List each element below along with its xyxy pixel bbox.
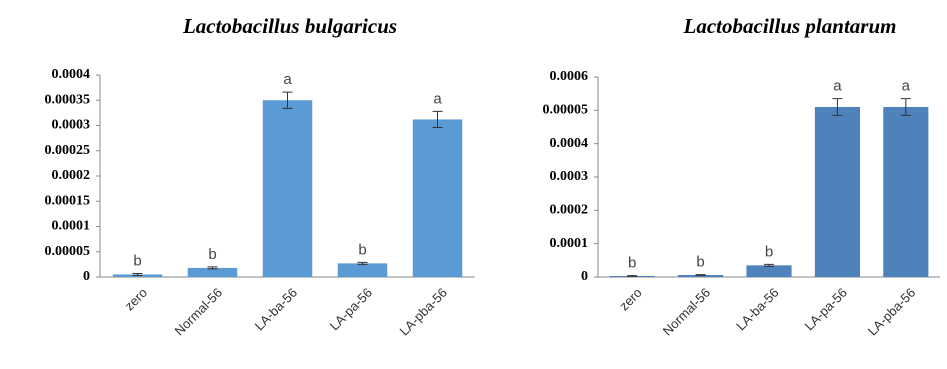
significance-label: a [433, 90, 442, 107]
y-tick-label: 0.0006 [550, 69, 589, 84]
x-tick-label: LA-pba-56 [865, 285, 919, 339]
bar [187, 267, 238, 277]
error-bar [695, 274, 706, 276]
y-tick-label: 0.0004 [550, 136, 589, 151]
bar [814, 107, 860, 277]
y-tick-label: 0.00035 [45, 92, 91, 107]
x-tick-label: LA-ba-56 [733, 285, 781, 333]
x-tick-label: Normal-56 [172, 285, 226, 339]
bar [678, 275, 724, 277]
significance-label: a [902, 78, 911, 95]
significance-label: b [765, 243, 773, 260]
error-bar [357, 261, 368, 265]
x-tick-label: Normal-56 [660, 285, 714, 339]
error-bar [627, 275, 638, 277]
bar [262, 100, 313, 277]
x-tick-label: zero [122, 285, 150, 313]
significance-label: a [833, 78, 842, 95]
significance-label: b [208, 246, 216, 263]
error-bar [432, 110, 443, 129]
y-tick-label: 0.0003 [52, 118, 91, 133]
x-tick-label: LA-pba-56 [397, 285, 451, 339]
error-bar [832, 98, 843, 116]
y-tick-label: 0.00025 [45, 143, 91, 158]
x-tick-label: LA-pa-56 [327, 285, 375, 333]
chart-title: Lactobacillus bulgaricus [182, 14, 397, 38]
significance-label: b [133, 252, 141, 269]
x-tick-label: LA-ba-56 [252, 285, 300, 333]
y-tick-label: 0 [581, 269, 588, 284]
error-bar [207, 266, 218, 270]
significance-label: b [358, 241, 366, 258]
y-tick-label: 0 [83, 269, 90, 284]
x-tick-label: LA-pa-56 [802, 285, 850, 333]
y-tick-label: 0.00005 [543, 103, 589, 118]
x-tick-label: zero [616, 285, 644, 313]
y-tick-label: 0.0004 [52, 67, 91, 82]
chart-title: Lactobacillus plantarum [683, 14, 897, 38]
significance-label: b [696, 254, 704, 271]
error-bar [282, 91, 293, 109]
error-bar [132, 272, 143, 276]
bar [337, 263, 388, 277]
y-tick-label: 0.00005 [45, 244, 91, 259]
bar [746, 265, 792, 277]
bar [412, 119, 463, 277]
y-tick-label: 0.00015 [45, 193, 91, 208]
y-tick-label: 0.0001 [52, 219, 91, 234]
y-tick-label: 0.0001 [550, 236, 589, 251]
y-tick-label: 0.0002 [52, 168, 91, 183]
error-bar [764, 263, 774, 267]
bar [883, 107, 929, 277]
y-tick-label: 0.0002 [550, 203, 589, 218]
error-bar [900, 98, 911, 116]
y-tick-label: 0.0003 [550, 169, 589, 184]
significance-label: b [628, 255, 636, 272]
significance-label: a [283, 71, 292, 88]
